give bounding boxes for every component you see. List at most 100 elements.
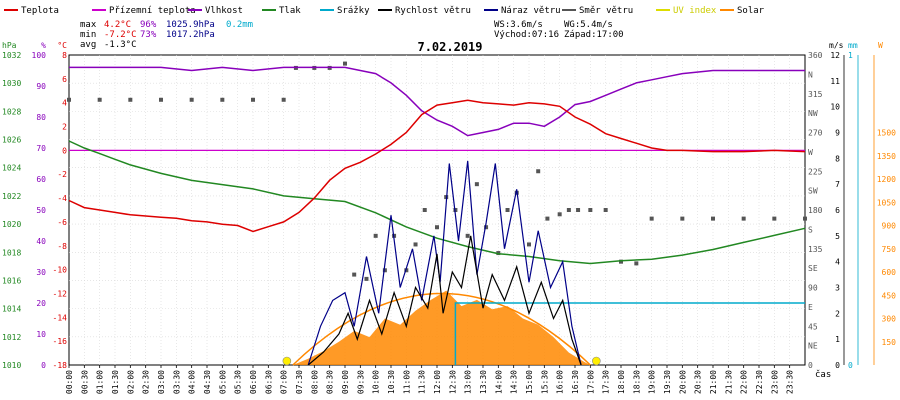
sunrise-marker xyxy=(282,356,292,366)
wind-direction-point xyxy=(382,268,387,273)
humidity-axis-tick: 60 xyxy=(36,175,46,184)
time-tick-label: 02:30 xyxy=(142,370,151,394)
stats-avg-label: avg xyxy=(80,40,96,50)
wind-direction-point xyxy=(364,276,369,281)
humidity-axis-tick: 40 xyxy=(36,237,46,246)
time-tick-label: 18:30 xyxy=(632,370,641,394)
stats-min-hum: 73% xyxy=(140,30,157,40)
series-humidity xyxy=(69,66,805,137)
humidity-axis-tick: 0 xyxy=(41,361,46,370)
series-rain xyxy=(454,302,805,365)
sunset-marker xyxy=(592,356,601,366)
time-tick-label: 00:00 xyxy=(65,370,74,394)
direction-axis-tick: 315 xyxy=(808,90,823,99)
legend-label: Teplota xyxy=(21,6,59,16)
wind-axis-tick: 1 xyxy=(835,335,840,344)
time-tick-label: 23:30 xyxy=(786,370,795,394)
solar-axis-tick: 1350 xyxy=(877,152,896,161)
temperature-axis-tick: -2 xyxy=(57,170,67,179)
wind-direction-point xyxy=(404,268,409,273)
time-tick-label: 22:00 xyxy=(740,370,749,394)
hpa-axis-unit: hPa xyxy=(2,41,17,50)
stats-max-temp: 4.2°C xyxy=(104,20,131,30)
temperature-axis-tick: -16 xyxy=(53,337,68,346)
hpa-axis-tick: 1010 xyxy=(2,361,21,370)
wind-axis-tick: 8 xyxy=(835,154,840,163)
temperature-axis-tick: -18 xyxy=(53,361,68,370)
time-tick-label: 23:00 xyxy=(770,370,779,394)
solar-axis-tick: 1050 xyxy=(877,198,896,207)
time-tick-label: 20:00 xyxy=(678,370,687,394)
humidity-axis-tick: 90 xyxy=(36,82,46,91)
wind-direction-point xyxy=(189,97,194,102)
temperature-axis-tick: -14 xyxy=(53,313,68,322)
wind-axis-tick: 0 xyxy=(835,361,840,370)
direction-axis-tick: 360 xyxy=(808,51,823,60)
wind-direction-point xyxy=(159,97,163,102)
time-tick-label: 16:00 xyxy=(556,370,565,394)
wind-direction-point xyxy=(772,216,777,221)
solar-axis-tick: 1200 xyxy=(877,175,896,184)
temperature-axis-tick: 0 xyxy=(62,146,67,155)
wind-direction-point xyxy=(741,216,746,221)
hpa-axis-tick: 1028 xyxy=(2,107,21,116)
time-tick-label: 05:30 xyxy=(234,370,243,394)
hpa-axis-tick: 1014 xyxy=(2,305,21,314)
wind-direction-point xyxy=(619,259,623,264)
humidity-axis-tick: 30 xyxy=(36,268,46,277)
wind-axis-tick: 11 xyxy=(830,77,840,86)
legend-label: Přízemní teplota xyxy=(109,6,196,16)
chart-title: 7.02.2019 xyxy=(417,40,482,54)
time-tick-label: 08:00 xyxy=(310,370,319,394)
axes: hPa1032103010281026102410221020101810161… xyxy=(2,41,896,394)
wind-direction-point xyxy=(281,97,286,102)
wind-axis-tick: 10 xyxy=(830,103,840,112)
hpa-axis-tick: 1018 xyxy=(2,248,21,257)
solar-axis-tick: 900 xyxy=(882,222,897,231)
time-tick-label: 18:00 xyxy=(617,370,626,394)
wind-direction-point xyxy=(566,208,571,212)
stats-min-label: min xyxy=(80,30,96,40)
time-tick-label: 14:30 xyxy=(510,370,519,394)
time-tick-label: 03:00 xyxy=(157,370,166,394)
wind-axis-tick: 2 xyxy=(835,309,840,318)
humidity-axis-tick: 10 xyxy=(36,330,46,339)
humidity-axis-tick: 100 xyxy=(32,51,47,60)
series-layer xyxy=(67,61,807,366)
direction-axis-tick: SE xyxy=(808,264,818,273)
legend-label: Solar xyxy=(737,6,765,16)
wind-direction-point xyxy=(557,212,562,217)
direction-axis-tick: 180 xyxy=(808,206,823,215)
wind-direction-point xyxy=(465,233,470,238)
wind-direction-point xyxy=(413,242,418,247)
wind-direction-point xyxy=(527,242,531,247)
solar-axis-tick: 150 xyxy=(882,338,897,347)
stats-max-press: 1025.9hPa xyxy=(166,20,215,30)
temperature-axis-tick: -10 xyxy=(53,266,68,275)
solar-axis-tick: 600 xyxy=(882,268,897,277)
time-tick-label: 01:30 xyxy=(111,370,120,394)
direction-axis-tick: 0 xyxy=(808,361,813,370)
time-tick-label: 12:00 xyxy=(433,370,442,394)
stats-max-hum: 96% xyxy=(140,20,157,30)
hpa-axis-tick: 1012 xyxy=(2,333,21,342)
time-tick-label: 07:30 xyxy=(295,370,304,394)
stats-min-temp: -7.2°C xyxy=(104,30,137,40)
direction-axis-tick: N xyxy=(808,70,813,79)
temperature-axis-tick: -6 xyxy=(57,218,67,227)
sunset-time: Západ:17:00 xyxy=(564,30,624,40)
stats-avg-temp: -1.3°C xyxy=(104,40,137,50)
direction-axis-tick: NW xyxy=(808,109,818,118)
rain-axis-tick: 0 xyxy=(848,361,853,370)
time-tick-label: 15:30 xyxy=(540,370,549,394)
time-tick-label: 13:30 xyxy=(479,370,488,394)
wind-axis-tick: 4 xyxy=(835,258,840,267)
solar-axis-tick: 450 xyxy=(882,291,897,300)
time-tick-label: 21:30 xyxy=(724,370,733,394)
time-tick-label: 14:00 xyxy=(494,370,503,394)
wind-direction-point xyxy=(536,169,541,174)
time-tick-label: 06:00 xyxy=(249,370,258,394)
wind-direction-point xyxy=(474,182,479,187)
wind-direction-point xyxy=(588,208,593,212)
